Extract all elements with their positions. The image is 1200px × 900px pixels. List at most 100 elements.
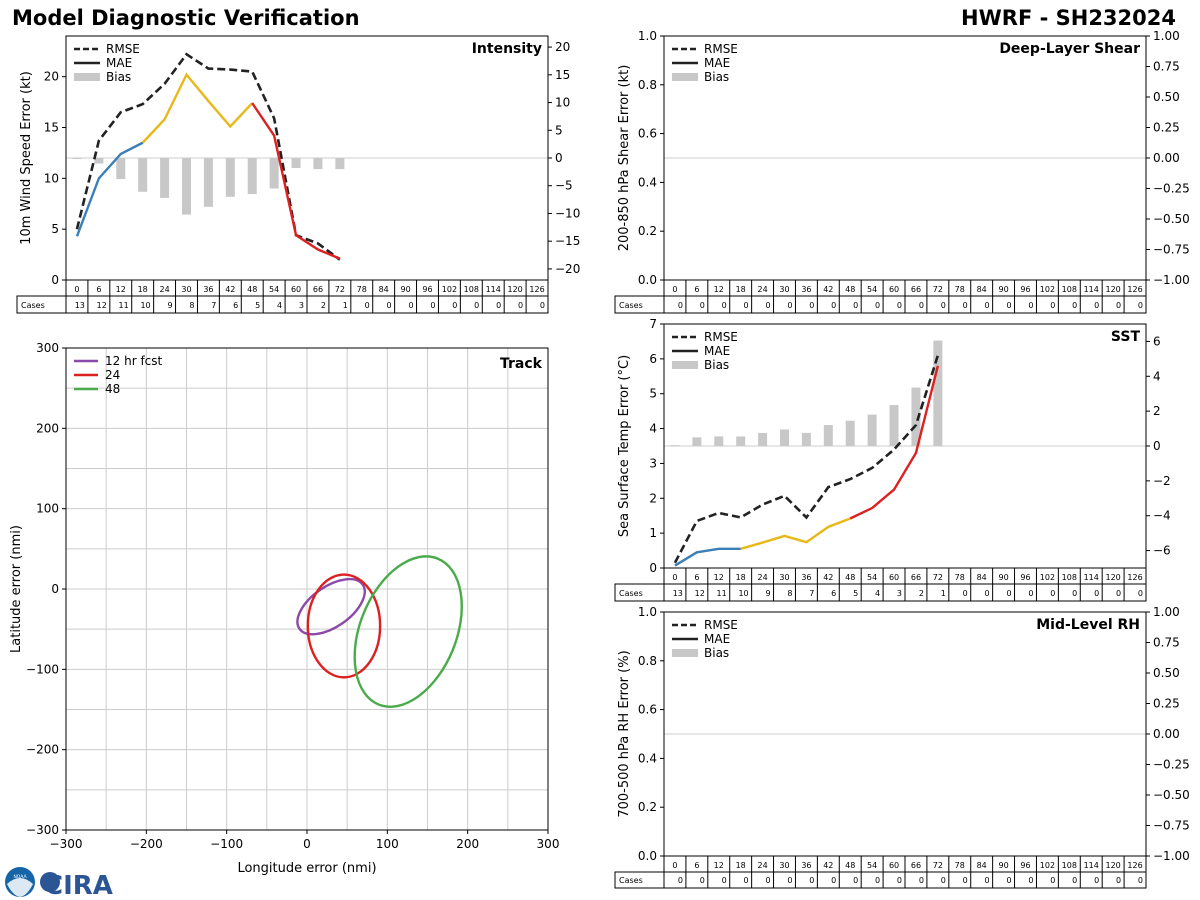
rh-hour-label: 36 xyxy=(801,861,811,870)
shear-case-count: 0 xyxy=(744,301,749,310)
intensity-bias-bar xyxy=(116,158,126,180)
sst-hour-label: 48 xyxy=(845,573,855,582)
sst-hour-label: 36 xyxy=(801,573,811,582)
intensity-case-count: 11 xyxy=(119,301,129,310)
intensity-y2tick-label: −5 xyxy=(555,179,573,193)
intensity-legend-bias-label: Bias xyxy=(106,70,131,84)
intensity-y2tick-label: −20 xyxy=(555,262,580,276)
sst-case-count: 0 xyxy=(985,589,990,598)
sst-hour-label: 42 xyxy=(823,573,833,582)
shear-hour-label: 84 xyxy=(977,285,987,294)
sst-hour-label: 0 xyxy=(672,573,677,582)
shear-legend-mae-label: MAE xyxy=(704,56,730,70)
shear-case-count: 0 xyxy=(700,301,705,310)
intensity-y2tick-label: −15 xyxy=(555,234,580,248)
sst-hour-label: 126 xyxy=(1127,573,1142,582)
shear-y2tick-label: 0.00 xyxy=(1153,151,1180,165)
intensity-y2tick-label: 15 xyxy=(555,68,570,82)
rh-cases-row xyxy=(614,871,1147,889)
shear-case-count: 0 xyxy=(1028,301,1033,310)
sst-ytick-label: 0 xyxy=(649,561,657,575)
rh-y2tick-label: 0.00 xyxy=(1153,727,1180,741)
track-legend-label: 12 hr fcst xyxy=(105,354,163,368)
sst-ytick-label: 2 xyxy=(649,491,657,505)
page-title: Model Diagnostic Verification xyxy=(12,6,360,30)
intensity-mae-line xyxy=(251,102,341,260)
intensity-hour-label: 114 xyxy=(486,285,501,294)
sst-cases-row xyxy=(614,583,1147,602)
rh-case-count: 0 xyxy=(853,876,858,885)
shear-hour-label: 24 xyxy=(757,285,767,294)
shear-case-count: 0 xyxy=(919,301,924,310)
intensity-case-count: 0 xyxy=(430,301,435,310)
rh-case-count: 0 xyxy=(678,876,683,885)
track-ytick-label: 200 xyxy=(36,421,59,435)
rh-y2tick-label: −0.50 xyxy=(1153,788,1190,802)
sst-mae-line xyxy=(849,365,940,520)
intensity-case-count: 6 xyxy=(233,301,238,310)
rh-ytick-label: 0.8 xyxy=(638,654,657,668)
intensity-bias-bar xyxy=(269,158,279,189)
shear-case-count: 0 xyxy=(1050,301,1055,310)
rh-hour-label: 96 xyxy=(1020,861,1030,870)
shear-y2tick-label: 0.50 xyxy=(1153,90,1180,104)
rh-hour-label: 66 xyxy=(911,861,921,870)
sst-hour-label: 66 xyxy=(911,573,921,582)
rh-hour-label: 78 xyxy=(955,861,965,870)
shear-y2tick-label: 0.25 xyxy=(1153,121,1180,135)
track-ellipse-24 xyxy=(306,573,382,679)
intensity-hour-label: 84 xyxy=(379,285,389,294)
sst-legend-rmse-label: RMSE xyxy=(704,330,738,344)
sst-case-count: 11 xyxy=(717,589,727,598)
shear-case-count: 0 xyxy=(765,301,770,310)
sst-case-count: 0 xyxy=(1138,589,1143,598)
intensity-hour-label: 42 xyxy=(225,285,235,294)
shear-ytick-label: 0.6 xyxy=(638,127,657,141)
sst-bias-bar xyxy=(714,436,724,446)
sst-hour-label: 84 xyxy=(977,573,987,582)
intensity-legend-rmse-label: RMSE xyxy=(106,42,140,56)
sst-ylabel: Sea Surface Temp Error (°C) xyxy=(617,355,632,537)
rh-ytick-label: 0.4 xyxy=(638,751,657,765)
sst-y2tick-label: 4 xyxy=(1153,369,1161,383)
sst-case-count: 7 xyxy=(809,589,814,598)
shear-hour-label: 96 xyxy=(1020,285,1030,294)
shear-ytick-label: 0.8 xyxy=(638,78,657,92)
intensity-hour-label: 48 xyxy=(247,285,257,294)
intensity-bias-bar xyxy=(203,158,213,207)
intensity-ytick-label: 15 xyxy=(44,121,59,135)
shear-hour-label: 0 xyxy=(672,285,677,294)
shear-cases-row xyxy=(614,295,1147,314)
intensity-cases-label: Cases xyxy=(21,301,45,310)
intensity-case-count: 0 xyxy=(387,301,392,310)
rh-ylabel: 700-500 hPa RH Error (%) xyxy=(617,650,632,817)
track-xtick-label: 0 xyxy=(303,837,311,851)
sst-bias-bar xyxy=(889,405,899,446)
track-ytick-label: 0 xyxy=(51,582,59,596)
sst-hour-label: 6 xyxy=(694,573,699,582)
shear-legend-rmse-label: RMSE xyxy=(704,42,738,56)
sst-hour-label: 102 xyxy=(1040,573,1055,582)
sst-case-count: 0 xyxy=(1116,589,1121,598)
shear-case-count: 0 xyxy=(831,301,836,310)
intensity-hour-label: 66 xyxy=(313,285,323,294)
shear-case-count: 0 xyxy=(985,301,990,310)
intensity-hour-label: 54 xyxy=(269,285,279,294)
rh-case-count: 0 xyxy=(787,876,792,885)
sst-hour-label: 78 xyxy=(955,573,965,582)
sst-bias-bar xyxy=(758,432,768,446)
sst-ytick-label: 5 xyxy=(649,387,657,401)
rh-hour-label: 42 xyxy=(823,861,833,870)
rh-case-count: 0 xyxy=(941,876,946,885)
shear-hour-label: 54 xyxy=(867,285,877,294)
intensity-ytick-label: 5 xyxy=(51,222,59,236)
sst-bias-bar xyxy=(670,445,680,447)
sst-y2tick-label: −4 xyxy=(1153,509,1171,523)
sst-case-count: 0 xyxy=(963,589,968,598)
intensity-hour-label: 24 xyxy=(159,285,169,294)
track-ytick-label: 100 xyxy=(36,502,59,516)
intensity-hour-label: 6 xyxy=(96,285,101,294)
intensity-case-count: 9 xyxy=(167,301,172,310)
shear-case-count: 0 xyxy=(853,301,858,310)
rh-case-count: 0 xyxy=(963,876,968,885)
